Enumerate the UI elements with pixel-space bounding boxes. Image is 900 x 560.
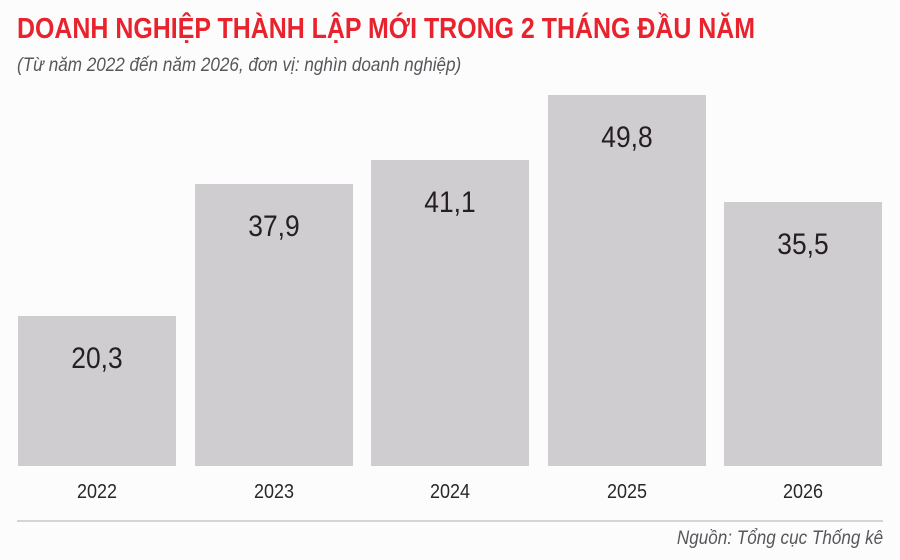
bar-2024: 41,1 (371, 160, 529, 466)
bar-value-label: 37,9 (248, 210, 300, 243)
bar-value-label: 35,5 (777, 228, 829, 261)
bar-value-label: 20,3 (71, 342, 123, 375)
chart-title: DOANH NGHIỆP THÀNH LẬP MỚI TRONG 2 THÁNG… (17, 13, 756, 45)
chart-subtitle: (Từ năm 2022 đến năm 2026, đơn vị: nghìn… (17, 55, 462, 76)
bar-2022: 20,3 (18, 316, 176, 466)
x-axis-label-2026: 2026 (782, 481, 824, 503)
bar-2023: 37,9 (195, 184, 353, 466)
x-axis-label-2025: 2025 (606, 481, 648, 503)
x-axis-label-2022: 2022 (76, 481, 118, 503)
x-axis-label-2024: 2024 (429, 481, 471, 503)
footer-divider (17, 520, 883, 522)
bar-2025: 49,8 (548, 95, 706, 466)
source-note: Nguồn: Tổng cục Thống kê (676, 528, 883, 549)
bar-value-label: 41,1 (424, 186, 476, 219)
bar-value-label: 49,8 (601, 121, 653, 154)
bar-2026: 35,5 (724, 202, 882, 466)
x-axis-label-2023: 2023 (253, 481, 295, 503)
